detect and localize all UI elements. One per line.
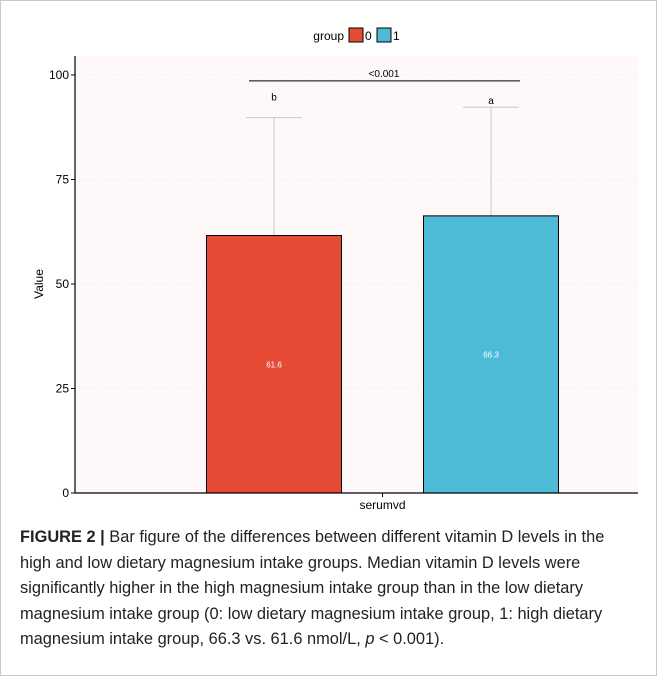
x-axis-ticks: serumvd [359, 493, 406, 512]
x-tick-label: serumvd [359, 498, 405, 512]
y-axis-label: Value [32, 269, 46, 299]
y-tick-label: 25 [56, 382, 70, 396]
figure-caption: FIGURE 2 | Bar figure of the differences… [20, 525, 638, 653]
p-value-symbol: p [365, 630, 375, 648]
legend-swatch-0 [348, 27, 364, 43]
legend: group 0 1 [313, 27, 400, 43]
bar-labels: 61.6 66.3 [266, 350, 499, 369]
y-tick-label: 75 [56, 173, 70, 187]
group-letter-0: b [271, 93, 277, 104]
y-tick-label: 100 [49, 68, 69, 82]
y-tick-label: 0 [62, 486, 69, 500]
significance-label: <0.001 [369, 69, 400, 80]
legend-label-1: 1 [393, 29, 400, 43]
y-tick-label: 50 [56, 277, 70, 291]
bar-value-label-1: 66.3 [483, 350, 499, 359]
caption-text-end: < 0.001). [374, 630, 445, 648]
y-axis-ticks: 0 25 50 75 100 [49, 68, 75, 500]
group-letter-1: a [488, 96, 494, 107]
bar-value-label-0: 61.6 [266, 360, 282, 369]
error-bars [246, 106, 519, 236]
legend-swatch-1 [376, 27, 392, 43]
caption-text: Bar figure of the differences between di… [20, 528, 605, 648]
bar-1 [423, 215, 559, 494]
legend-title: group [313, 29, 344, 43]
figure-label: FIGURE 2 | [20, 528, 105, 546]
legend-label-0: 0 [365, 29, 372, 43]
